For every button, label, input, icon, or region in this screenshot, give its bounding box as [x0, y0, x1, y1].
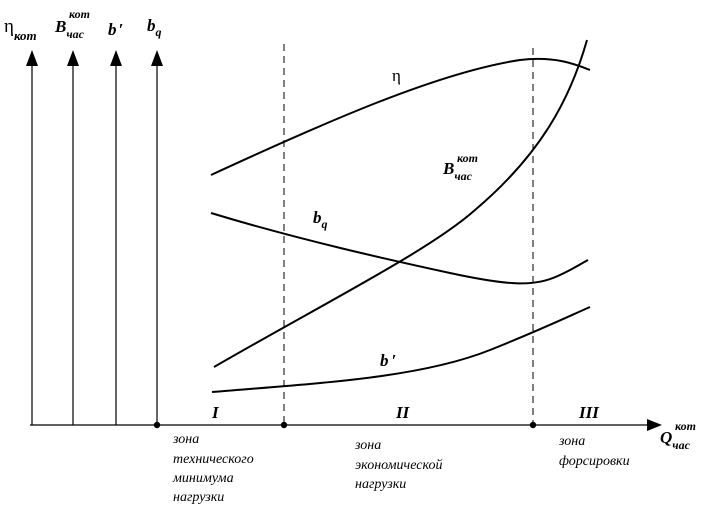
b-chas-axis-arrow	[67, 50, 79, 66]
zone-3-line-2: форсировки	[559, 454, 630, 469]
eta-kot-axis-arrow	[26, 50, 38, 66]
q-chas-axis-label: Qчас	[660, 428, 691, 452]
zone-1-line-2: технического	[173, 452, 254, 467]
zone-2-line-3: нагрузки	[355, 477, 406, 492]
b-q-curve-label: bq	[313, 208, 328, 231]
b-chas-axis-sup: кот	[69, 7, 90, 21]
zone-3-line-1: зона	[558, 434, 585, 449]
q-chas-axis-sup: кот	[675, 419, 696, 433]
zone-2-line-1: зона	[354, 438, 381, 453]
b-q-curve	[210, 212, 589, 285]
zone-1-numeral: I	[211, 403, 220, 422]
zone-3-description: зона форсировки	[558, 434, 630, 469]
x-axis-arrow	[647, 419, 662, 431]
b-chas-curve	[213, 39, 588, 368]
b-q-axis-label: bq	[147, 16, 162, 39]
zone-2-description: зона экономической нагрузки	[354, 438, 442, 492]
b-chas-curve-label: Bчас	[442, 159, 473, 183]
b-prime-axis-label: b ′	[108, 20, 123, 39]
b-prime-curve-label: b ′	[380, 351, 396, 370]
zone-2-line-2: экономической	[355, 458, 442, 473]
eta-kot-axis-label: ηкот	[4, 16, 37, 43]
zone-1-description: зона технического минимума нагрузки	[172, 432, 254, 505]
b-chas-curve-sup: кот	[457, 151, 478, 165]
zone-2-numeral: II	[395, 403, 411, 422]
zone-3-numeral: III	[578, 403, 600, 422]
zone-point-mid	[280, 421, 288, 429]
b-chas-axis-label: Bчас	[54, 17, 85, 41]
b-prime-curve	[211, 306, 591, 393]
vertical-axes	[26, 50, 163, 425]
zone-1-line-1: зона	[172, 432, 199, 447]
zone-point-end	[529, 421, 537, 429]
zone-point-start	[153, 421, 161, 429]
zone-1-line-4: нагрузки	[173, 490, 224, 505]
eta-curve-label: η	[392, 66, 401, 85]
b-prime-axis-arrow	[110, 50, 122, 66]
b-q-axis-arrow	[151, 50, 163, 66]
zone-1-line-3: минимума	[172, 471, 234, 486]
eta-curve	[210, 57, 591, 176]
